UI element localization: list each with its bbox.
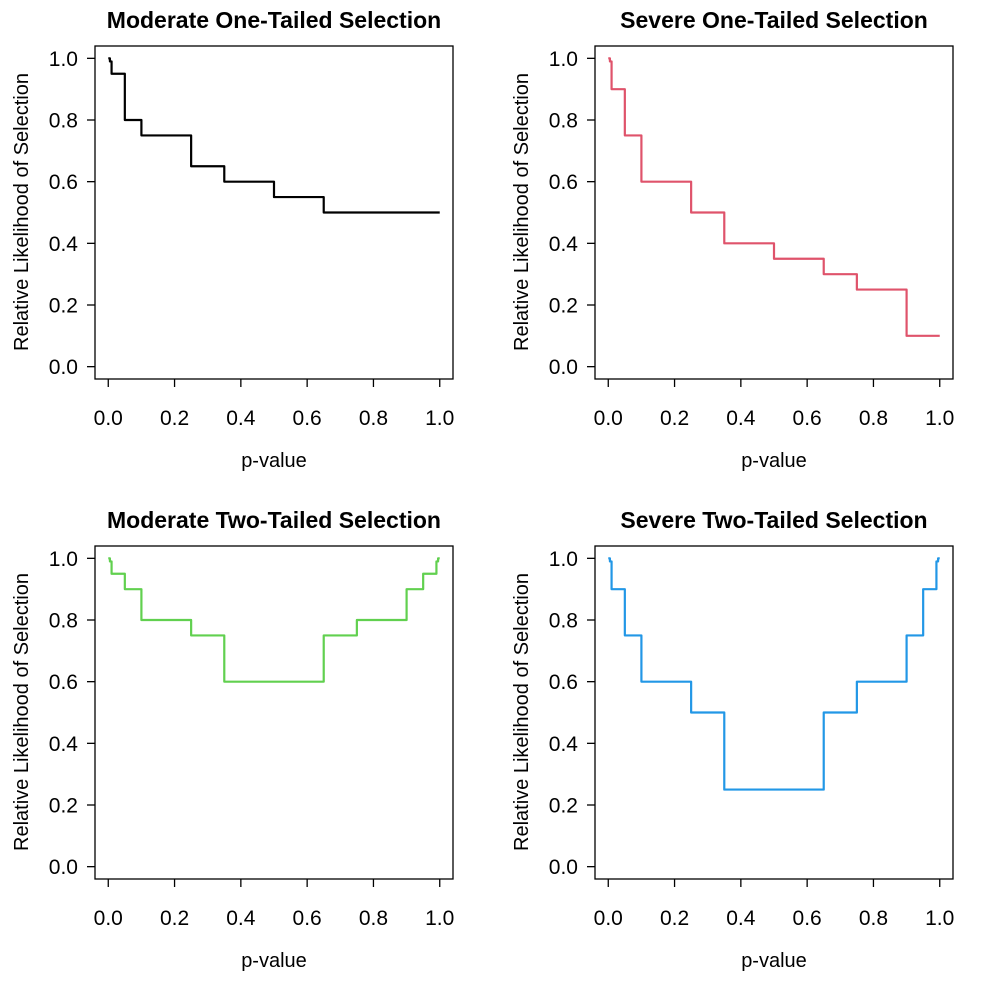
step-line	[608, 557, 940, 791]
x-tick-label: 0.4	[226, 907, 256, 930]
y-tick-label: 1.0	[49, 548, 78, 571]
x-axis-label: p-value	[741, 950, 807, 972]
panel-severe-one-tailed: Severe One-Tailed Selection Relative Lik…	[500, 0, 1000, 500]
x-tick-label: 1.0	[425, 907, 454, 930]
x-tick-label: 0.2	[160, 407, 189, 430]
x-tick-label: 0.4	[226, 407, 256, 430]
step-line	[108, 557, 440, 683]
chart-moderate-two-tailed: Moderate Two-Tailed Selection Relative L…	[11, 507, 454, 972]
y-tick-label: 0.0	[49, 856, 78, 879]
panel-title: Moderate Two-Tailed Selection	[107, 507, 441, 533]
step-line	[108, 57, 440, 214]
x-tick-label: 0.6	[293, 907, 322, 930]
y-tick-label: 0.6	[549, 671, 578, 694]
x-tick-label: 0.0	[594, 907, 623, 930]
y-tick-label: 0.2	[549, 795, 578, 818]
y-tick-label: 0.2	[49, 795, 78, 818]
plot-area: 0.0 0.2 0.4 0.6 0.8 1.0 0.0 0.2 0.4 0.6 0.8 1.0	[549, 545, 954, 930]
panel-severe-two-tailed: Severe Two-Tailed Selection Relative Lik…	[500, 500, 1000, 1000]
y-tick-label: 0.4	[49, 233, 79, 256]
y-tick-label: 0.0	[549, 356, 578, 379]
y-tick-label: 1.0	[549, 48, 578, 71]
x-tick-label: 0.8	[859, 407, 888, 430]
x-tick-label: 0.0	[594, 407, 623, 430]
x-tick-label: 0.6	[793, 407, 822, 430]
y-tick-label: 1.0	[49, 48, 78, 71]
x-tick-label: 1.0	[425, 407, 454, 430]
y-tick-label: 0.8	[549, 110, 578, 133]
x-tick-label: 0.0	[94, 407, 123, 430]
x-tick-label: 0.4	[726, 407, 756, 430]
plot-box	[94, 545, 454, 880]
panel-moderate-one-tailed: Moderate One-Tailed Selection Relative L…	[0, 0, 500, 500]
y-tick-label: 0.2	[49, 295, 78, 318]
panel-title: Severe One-Tailed Selection	[620, 7, 928, 33]
plot-area: 0.0 0.2 0.4 0.6 0.8 1.0 0.0 0.2 0.4 0.6 0.8 1.0	[49, 545, 454, 930]
x-tick-label: 0.0	[94, 907, 123, 930]
y-tick-label: 0.8	[49, 110, 78, 133]
x-tick-label: 0.4	[726, 907, 756, 930]
plot-box	[594, 545, 954, 880]
panel-title: Severe Two-Tailed Selection	[620, 507, 927, 533]
y-tick-label: 0.8	[549, 610, 578, 633]
plot-area: 0.0 0.2 0.4 0.6 0.8 1.0 0.0 0.2 0.4 0.6 0.8 1.0	[549, 45, 954, 430]
x-tick-label: 1.0	[925, 907, 954, 930]
chart-severe-one-tailed: Severe One-Tailed Selection Relative Lik…	[511, 7, 954, 472]
y-tick-label: 0.0	[49, 356, 78, 379]
step-line	[608, 57, 940, 337]
y-tick-label: 0.2	[549, 295, 578, 318]
x-tick-label: 0.6	[793, 907, 822, 930]
x-tick-label: 0.8	[859, 907, 888, 930]
x-tick-label: 0.6	[293, 407, 322, 430]
plot-box	[94, 45, 454, 380]
panel-moderate-two-tailed: Moderate Two-Tailed Selection Relative L…	[0, 500, 500, 1000]
y-axis-label: Relative Likelihood of Selection	[11, 573, 33, 851]
chart-moderate-one-tailed: Moderate One-Tailed Selection Relative L…	[11, 7, 454, 472]
x-axis-label: p-value	[241, 450, 307, 472]
x-axis-label: p-value	[241, 950, 307, 972]
x-tick-label: 0.2	[660, 407, 689, 430]
y-tick-label: 0.6	[49, 671, 78, 694]
y-tick-label: 0.4	[549, 233, 579, 256]
panel-title: Moderate One-Tailed Selection	[107, 7, 441, 33]
y-axis-label: Relative Likelihood of Selection	[511, 573, 533, 851]
y-tick-label: 0.0	[549, 856, 578, 879]
plot-area: 0.0 0.2 0.4 0.6 0.8 1.0 0.0 0.2 0.4 0.6 0.8 1.0	[49, 45, 454, 430]
y-axis-label: Relative Likelihood of Selection	[11, 73, 33, 351]
y-tick-label: 0.8	[49, 610, 78, 633]
chart-severe-two-tailed: Severe Two-Tailed Selection Relative Lik…	[511, 507, 954, 972]
y-tick-label: 0.4	[49, 733, 79, 756]
y-tick-label: 0.6	[549, 171, 578, 194]
x-tick-label: 0.8	[359, 907, 388, 930]
y-tick-label: 0.6	[49, 171, 78, 194]
x-tick-label: 0.8	[359, 407, 388, 430]
x-tick-label: 1.0	[925, 407, 954, 430]
x-tick-label: 0.2	[660, 907, 689, 930]
y-tick-label: 1.0	[549, 548, 578, 571]
x-tick-label: 0.2	[160, 907, 189, 930]
y-tick-label: 0.4	[549, 733, 579, 756]
x-axis-label: p-value	[741, 450, 807, 472]
plot-box	[594, 45, 954, 380]
y-axis-label: Relative Likelihood of Selection	[511, 73, 533, 351]
